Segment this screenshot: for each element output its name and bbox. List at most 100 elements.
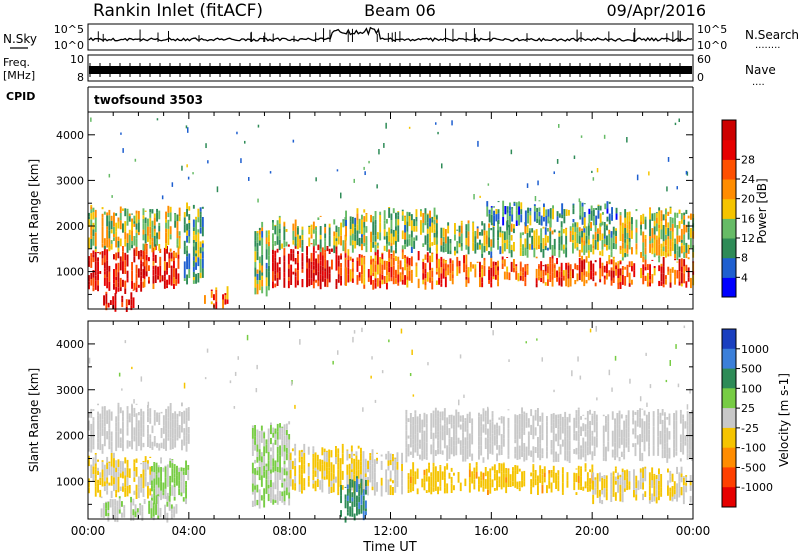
velocity-band <box>405 407 694 463</box>
power-band <box>143 244 180 289</box>
nsearch-label: N.Search <box>745 28 799 42</box>
power-ytick-label: 1000 <box>56 266 84 279</box>
velocity-colorbar-swatch <box>722 329 736 350</box>
time-tick-label: 08:00 <box>272 524 307 538</box>
power-band <box>183 202 204 285</box>
velocity-ytick-label: 2000 <box>56 430 84 443</box>
time-axis-title: Time UT <box>362 540 416 554</box>
velocity-colorbar-swatch <box>722 427 736 449</box>
power-colorbar-tick: 12 <box>741 232 755 245</box>
nsearch-tick-top: 10^5 <box>697 23 727 36</box>
velocity-colorbar-swatch <box>722 368 736 389</box>
power-colorbar: 4 8 12 16 20 24 28 Power [dB] <box>721 119 769 298</box>
station-title: Rankin Inlet (fitACF) <box>93 1 263 21</box>
power-band <box>345 207 438 254</box>
velocity-band <box>407 462 594 495</box>
velocity-colorbar-tick: -100 <box>741 442 766 455</box>
velocity-colorbar-tick: -500 <box>741 461 766 474</box>
velocity-band <box>151 457 190 505</box>
velocity-axes: 1000 2000 3000 4000 <box>56 320 694 519</box>
nsky-tick-bottom: 10^0 <box>54 39 84 52</box>
nave-label: Nave <box>745 63 776 77</box>
velocity-band <box>251 421 291 509</box>
power-colorbar-swatch <box>722 139 736 160</box>
power-colorbar-swatch <box>722 218 736 239</box>
nave-tick-top: 60 <box>697 53 711 66</box>
time-tick-label: 16:00 <box>474 524 509 538</box>
power-colorbar-swatch <box>722 179 736 200</box>
velocity-colorbar-tick: 1000 <box>741 343 769 356</box>
velocity-colorbar-swatch <box>722 388 736 409</box>
power-band <box>88 204 181 253</box>
cpid-strip: twofsound 3503 <box>87 86 694 112</box>
power-band <box>345 248 438 290</box>
velocity-band <box>340 476 367 523</box>
power-colorbar-swatch <box>722 257 736 278</box>
time-tick-label: 20:00 <box>575 524 610 538</box>
velocity-colorbar-tick: 25 <box>741 402 755 415</box>
date-title: 09/Apr/2016 <box>606 1 706 20</box>
power-scatter-echoes <box>90 117 689 203</box>
velocity-panel: 1000 2000 3000 4000 Slant Range [km] <box>27 320 694 523</box>
time-tick-label: 12:00 <box>373 524 408 538</box>
power-colorbar-swatch <box>722 198 736 219</box>
power-colorbar-tick: 8 <box>741 252 748 265</box>
velocity-colorbar-tick: -1000 <box>741 481 773 494</box>
power-ytick-label: 3000 <box>56 174 84 187</box>
power-colorbar-tick: 28 <box>741 153 755 166</box>
freq-tick-top: 10 <box>70 53 84 66</box>
velocity-colorbar-swatch <box>722 467 736 488</box>
velocity-colorbar-tick: -25 <box>741 422 759 435</box>
velocity-heatmap <box>88 325 694 523</box>
velocity-ytick-label: 4000 <box>56 338 84 351</box>
power-colorbar-tick: 20 <box>741 193 755 206</box>
velocity-colorbar-tick: 500 <box>741 363 762 376</box>
power-band <box>619 206 695 263</box>
nsearch-dots: ........ <box>755 40 780 51</box>
nsky-label: N.Sky <box>3 32 37 46</box>
power-band <box>88 245 145 294</box>
beam-title: Beam 06 <box>364 1 436 20</box>
velocity-colorbar-swatch <box>722 487 736 508</box>
power-band <box>486 200 618 228</box>
power-colorbar-label: Power [dB] <box>755 178 769 243</box>
velocity-band <box>88 402 190 454</box>
velocity-colorbar-swatch <box>722 447 736 468</box>
power-band <box>438 254 620 288</box>
velocity-band <box>592 466 692 505</box>
power-band <box>272 243 347 290</box>
power-ylabel: Slant Range [km] <box>27 159 41 263</box>
nsky-tick-top: 10^5 <box>54 23 84 36</box>
velocity-ylabel: Slant Range [km] <box>27 368 41 472</box>
nsearch-tick-bottom: 10^0 <box>697 39 727 52</box>
power-band <box>617 256 695 290</box>
power-colorbar-tick: 24 <box>741 173 755 186</box>
power-panel: 1000 2000 3000 4000 Slant Range [km] <box>27 111 695 312</box>
power-band <box>204 286 229 310</box>
velocity-colorbar-tick: 100 <box>741 382 762 395</box>
time-tick-label: 00:00 <box>71 524 106 538</box>
velocity-band <box>362 449 403 497</box>
nave-dots: .... <box>752 77 765 88</box>
time-tick-label: 04:00 <box>172 524 207 538</box>
power-colorbar-tick: 4 <box>741 271 748 284</box>
power-ytick-label: 4000 <box>56 129 84 142</box>
velocity-ytick-label: 1000 <box>56 475 84 488</box>
power-band <box>103 289 135 312</box>
cpid-value: twofsound 3503 <box>94 93 203 107</box>
power-band <box>254 221 270 297</box>
velocity-colorbar-label: Velocity [m s-1] <box>777 373 791 467</box>
power-heatmap <box>88 117 695 312</box>
velocity-band <box>88 452 152 499</box>
velocity-colorbar-swatch <box>722 408 736 429</box>
frequency-nave-markers <box>89 63 681 77</box>
power-colorbar-swatch <box>722 277 736 298</box>
power-colorbar-swatch <box>722 238 736 259</box>
cpid-label: CPID <box>6 90 35 103</box>
velocity-colorbar: 1000 500 100 25 -25 -100 -500 -1000 Velocity [m… <box>721 328 791 508</box>
time-axis-labels: 00:00 04:00 08:00 12:00 16:00 20:00 00:00 <box>71 524 711 538</box>
noise-panel: 10^5 10^0 10^5 10^0 <box>54 23 727 52</box>
velocity-colorbar-swatch <box>722 348 736 370</box>
frequency-panel: 10 8 60 0 <box>70 53 711 84</box>
